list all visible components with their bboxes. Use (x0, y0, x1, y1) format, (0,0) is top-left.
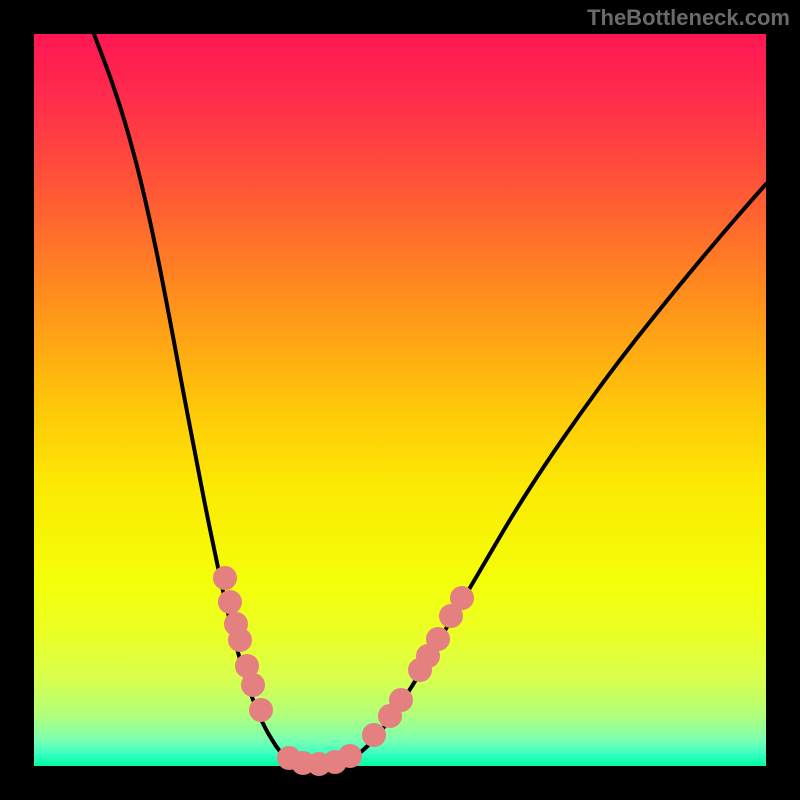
scatter-dot (249, 698, 273, 722)
scatter-dot (389, 688, 413, 712)
scatter-dot (426, 627, 450, 651)
scatter-dot (450, 586, 474, 610)
scatter-dot (228, 628, 252, 652)
scatter-dot (338, 744, 362, 768)
watermark-text: TheBottleneck.com (587, 5, 790, 31)
chart-plot-area (34, 34, 766, 766)
scatter-dot (213, 566, 237, 590)
scatter-dot (362, 723, 386, 747)
scatter-dot (218, 590, 242, 614)
scatter-dot (241, 673, 265, 697)
scatter-dots-layer (34, 34, 766, 766)
